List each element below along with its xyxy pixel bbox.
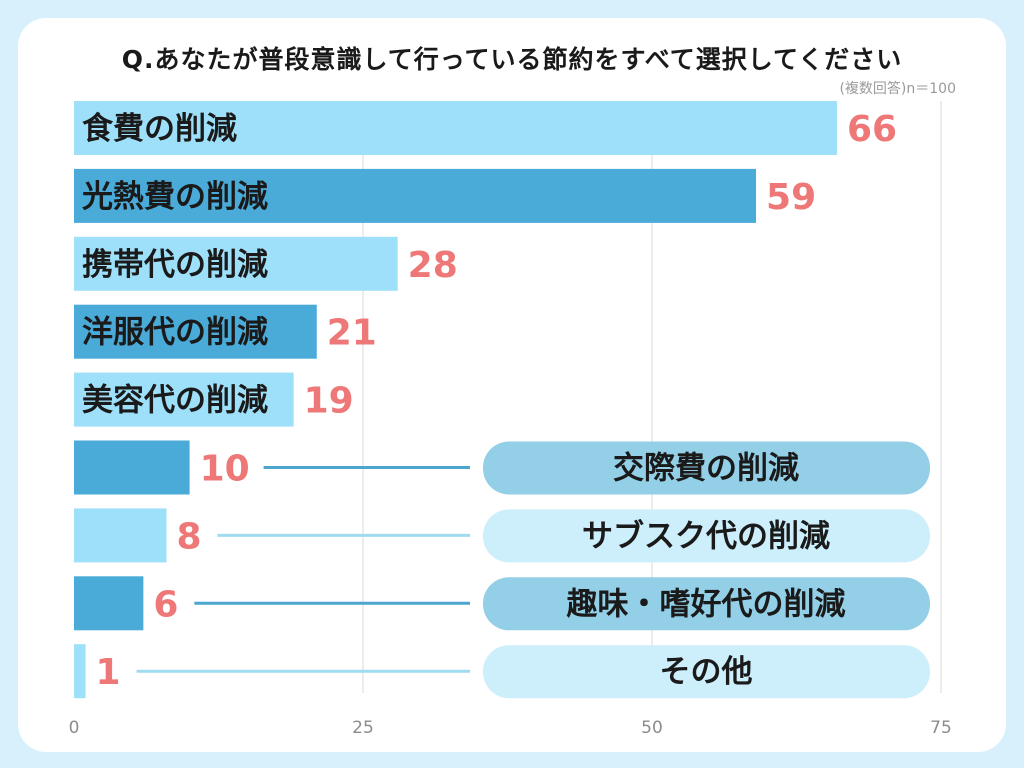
value-label: 1 bbox=[96, 652, 121, 693]
category-label: サブスク代の削減 bbox=[582, 518, 830, 554]
category-label: 洋服代の削減 bbox=[82, 315, 268, 351]
value-label: 59 bbox=[766, 177, 816, 218]
x-tick-label: 0 bbox=[69, 718, 80, 738]
x-tick-label: 25 bbox=[352, 718, 374, 738]
category-label: 交際費の削減 bbox=[613, 451, 799, 487]
bar bbox=[74, 372, 294, 427]
category-label: 携帯代の削減 bbox=[82, 247, 268, 283]
category-tag bbox=[483, 645, 930, 699]
category-label: 趣味・嗜好代の削減 bbox=[567, 586, 846, 622]
category-tag bbox=[483, 441, 930, 495]
value-label: 28 bbox=[408, 245, 458, 286]
bar bbox=[74, 168, 757, 223]
bar bbox=[74, 644, 86, 699]
value-label: 19 bbox=[304, 381, 354, 422]
chart-title: Q.あなたが普段意識して行っている節約をすべて選択してください bbox=[121, 45, 903, 74]
value-label: 8 bbox=[176, 516, 201, 557]
bar bbox=[74, 236, 398, 291]
category-label: 食費の削減 bbox=[82, 111, 237, 147]
category-tag bbox=[483, 577, 930, 631]
category-label: 美容代の削減 bbox=[82, 383, 268, 419]
sample-note: (複数回答)n＝100 bbox=[839, 81, 956, 97]
x-tick-label: 50 bbox=[641, 718, 663, 738]
category-label: 光熱費の削減 bbox=[82, 179, 268, 215]
value-label: 66 bbox=[847, 109, 897, 150]
bar bbox=[74, 508, 167, 563]
bar bbox=[74, 101, 837, 155]
value-label: 10 bbox=[200, 449, 250, 490]
category-label: その他 bbox=[660, 654, 753, 690]
value-label: 21 bbox=[327, 313, 377, 354]
value-label: 6 bbox=[153, 584, 178, 625]
bar bbox=[74, 576, 144, 631]
x-tick-label: 75 bbox=[930, 718, 952, 738]
bar bbox=[74, 440, 190, 495]
bar bbox=[74, 304, 317, 359]
category-tag bbox=[483, 509, 930, 563]
